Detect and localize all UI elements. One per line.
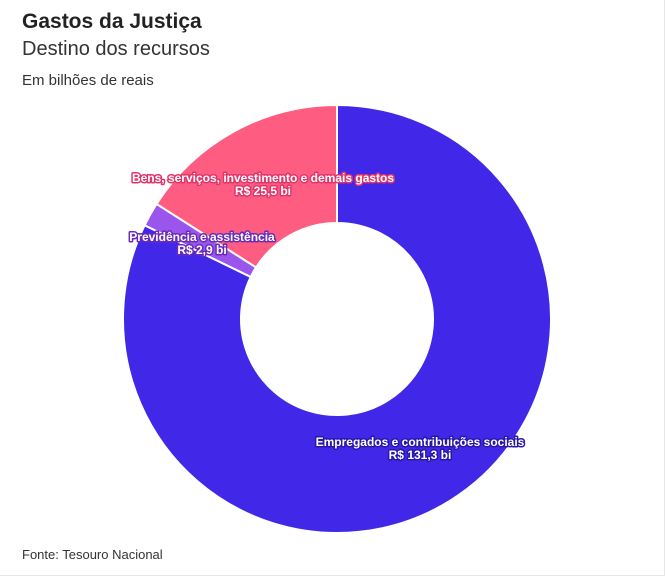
slice-name-label: Previdência e assistência	[129, 230, 275, 244]
slice-value-label: R$ 131,3 bi	[389, 448, 452, 462]
chart-title: Gastos da Justiça	[22, 10, 202, 33]
slice-value-label: R$ 25,5 bi	[235, 184, 291, 198]
donut-slice	[122, 103, 552, 534]
donut-slice	[155, 103, 338, 269]
chart-subtitle: Destino dos recursos	[22, 38, 210, 60]
chart-unit-note: Em bilhões de reais	[22, 72, 154, 89]
slice-name-label: Bens, serviços, investimento e demais ga…	[132, 171, 394, 185]
chart-source: Fonte: Tesouro Nacional	[22, 547, 163, 562]
donut-slices	[122, 103, 552, 534]
slice-value-label: R$ 2,9 bi	[177, 243, 226, 257]
slice-name-label: Empregados e contribuições sociais	[316, 435, 525, 449]
